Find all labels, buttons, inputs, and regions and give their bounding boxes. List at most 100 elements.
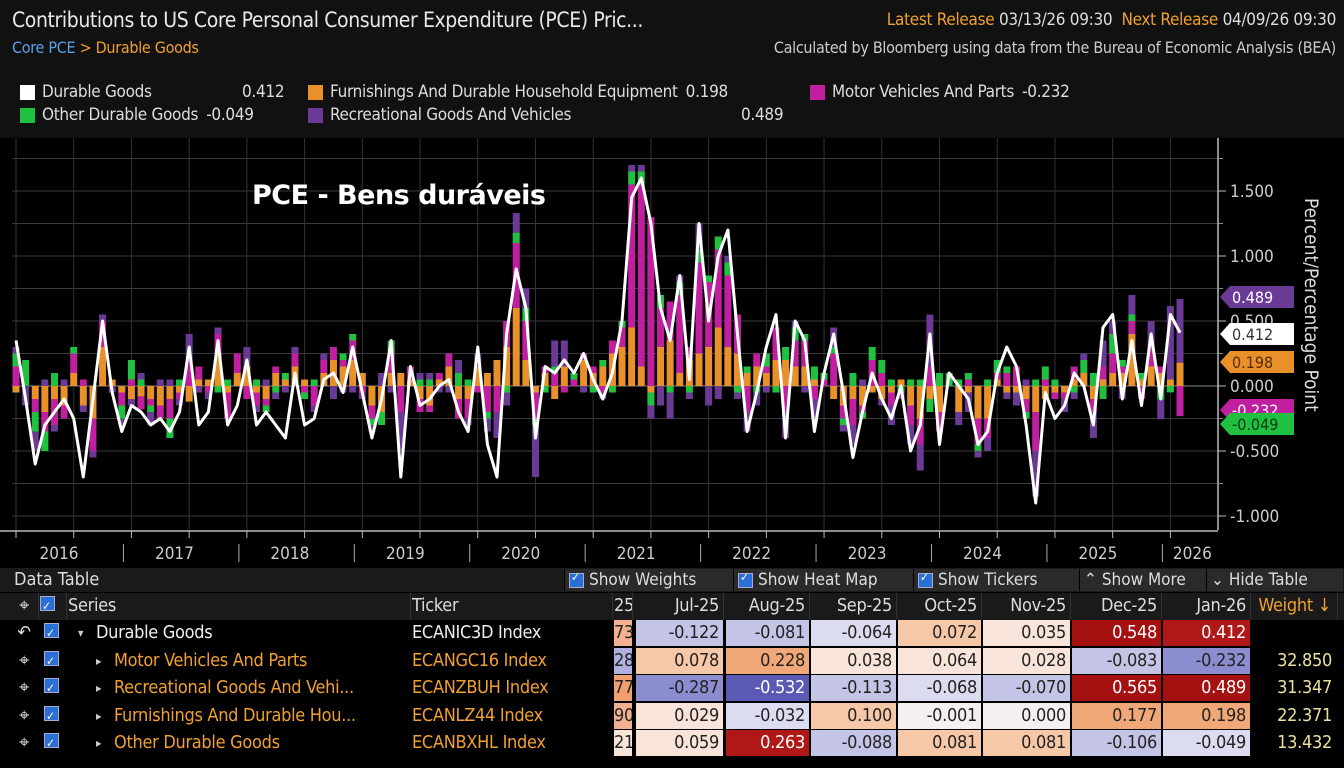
bar-segment	[1166, 306, 1174, 380]
show-tickers-toggle[interactable]: Show Tickers	[913, 569, 1082, 591]
show-heat-map-toggle[interactable]: Show Heat Map	[733, 569, 918, 591]
ticker[interactable]: ECANIC3D Index	[412, 622, 542, 643]
bar-segment	[329, 386, 337, 399]
bar-segment	[416, 373, 424, 380]
row-checkbox[interactable]	[44, 648, 64, 674]
bar-segment	[1176, 362, 1184, 386]
collapse-caret-icon[interactable]: ▾	[78, 626, 84, 640]
next-release-link[interactable]: Next Release	[1121, 10, 1219, 30]
column-header-month[interactable]: Sep-25	[811, 593, 897, 619]
select-all-checkbox[interactable]	[40, 593, 67, 619]
series-name[interactable]: Furnishings And Durable Hou...	[114, 704, 356, 726]
undo-icon[interactable]: ↶	[17, 622, 31, 643]
bar-segment	[1080, 353, 1088, 360]
bar-segment	[1041, 379, 1049, 386]
stacked-bar-chart[interactable]: 1.5001.0000.5000.000-0.500-1.000Percent/…	[0, 138, 1344, 568]
ticker[interactable]: ECANZBUH Index	[412, 677, 549, 698]
bar-segment	[733, 386, 741, 393]
bar-segment	[926, 366, 934, 386]
ticker[interactable]: ECANGC16 Index	[412, 649, 547, 671]
bar-segment	[830, 347, 838, 354]
bar-segment	[166, 399, 174, 419]
bar-segment	[666, 386, 674, 393]
column-header-ticker[interactable]: Ticker	[412, 593, 613, 619]
bar-segment	[435, 379, 443, 386]
chart-area[interactable]: 1.500 1.000 0.500 0.000 -0.500 -1.000 Percent/…	[0, 138, 1344, 568]
bar-segment	[849, 399, 857, 425]
expand-caret-icon[interactable]: ▸	[96, 681, 102, 695]
latest-release-link[interactable]: Latest Release	[886, 10, 995, 30]
table-row[interactable]: ⌖ ▸ Recreational Goods And Vehi... ECANZBUH…	[0, 675, 1344, 702]
data-table: Data Table Show Weights Show Heat Map Sh…	[0, 568, 1344, 768]
show-weights-toggle[interactable]: Show Weights	[564, 569, 733, 591]
bar-segment	[147, 405, 155, 412]
checkbox-icon[interactable]	[918, 570, 933, 588]
series-name[interactable]: Durable Goods	[96, 622, 213, 643]
expand-caret-icon[interactable]: ▸	[96, 708, 102, 723]
table-row[interactable]: ⌖ ▸ Motor Vehicles And Parts ECANGC16 Index…	[0, 647, 1344, 675]
expand-caret-icon[interactable]: ▸	[96, 653, 102, 668]
x-tick-label: 2024	[963, 544, 1002, 564]
bar-segment	[762, 386, 770, 393]
bar-segment	[127, 399, 135, 406]
table-row[interactable]: ⌖ ▸ Furnishings And Durable Hou... ECANLZ44…	[0, 702, 1344, 730]
bar-segment	[522, 360, 530, 386]
column-header-month[interactable]: Dec-25	[1072, 593, 1162, 619]
row-checkbox[interactable]	[44, 703, 64, 729]
ticker[interactable]: ECANLZ44 Index	[412, 704, 543, 726]
column-header-month[interactable]: Aug-25	[726, 593, 810, 619]
table-toolbar: Data Table Show Weights Show Heat Map Sh…	[0, 568, 1344, 592]
legend-swatch	[20, 84, 35, 100]
breadcrumb-root[interactable]: Core PCE	[12, 38, 76, 57]
series-name[interactable]: Recreational Goods And Vehi...	[114, 677, 354, 698]
bar-segment	[368, 386, 376, 406]
bar-segment	[772, 386, 780, 393]
bar-segment	[41, 379, 49, 386]
column-header-series[interactable]: Series	[68, 593, 411, 619]
column-header-month[interactable]: Nov-25	[983, 593, 1071, 619]
crosshair-icon[interactable]: ⌖	[19, 677, 29, 698]
crosshair-icon[interactable]: ⌖	[19, 649, 29, 671]
y-tick-label: -0.500	[1230, 442, 1279, 462]
column-header-weight[interactable]: Weight ↓	[1254, 593, 1338, 619]
legend-item-recreational[interactable]: Recreational Goods And Vehicles 0.489	[308, 105, 784, 125]
column-header-month[interactable]: Jan-26	[1163, 593, 1251, 619]
show-more-label: Show More	[1101, 570, 1186, 590]
checkbox-icon[interactable]	[738, 570, 753, 588]
column-header-month[interactable]: Oct-25	[898, 593, 982, 619]
ticker[interactable]: ECANBXHL Index	[412, 732, 546, 753]
bar-segment	[416, 386, 424, 399]
legend-item-durable-goods[interactable]: Durable Goods 0.412	[20, 82, 285, 102]
legend-value: 0.412	[242, 82, 285, 102]
show-more-button[interactable]: ⌃ Show More	[1079, 569, 1208, 591]
legend-label: Durable Goods	[42, 82, 152, 102]
bar-segment	[926, 399, 934, 412]
column-header-month[interactable]: Jul-25	[636, 593, 724, 619]
bar-segment	[272, 392, 280, 399]
bar-segment	[685, 347, 693, 360]
series-name[interactable]: Motor Vehicles And Parts	[114, 649, 308, 671]
crosshair-icon[interactable]: ⌖	[19, 704, 29, 726]
row-checkbox[interactable]	[44, 730, 64, 756]
legend-item-motor-vehicles[interactable]: Motor Vehicles And Parts -0.232	[810, 82, 1070, 102]
bar-segment	[753, 353, 761, 367]
expand-caret-icon[interactable]: ▸	[96, 736, 102, 750]
hide-table-button[interactable]: ⌄ Hide Table	[1206, 569, 1343, 591]
legend-item-other-durable[interactable]: Other Durable Goods -0.049	[20, 105, 254, 125]
checkbox-icon[interactable]	[569, 570, 584, 588]
column-header-partial[interactable]: 25	[614, 593, 633, 619]
series-name[interactable]: Other Durable Goods	[114, 732, 280, 753]
row-checkbox[interactable]	[44, 675, 64, 701]
bar-segment	[695, 249, 703, 263]
bar-segment	[12, 347, 20, 354]
bar-segment	[657, 308, 665, 347]
crosshair-icon[interactable]: ⌖	[10, 593, 39, 619]
bar-segment	[455, 386, 463, 399]
row-checkbox[interactable]	[44, 620, 64, 646]
crosshair-icon[interactable]: ⌖	[19, 732, 29, 753]
bar-segment	[830, 386, 838, 399]
legend-item-furnishings[interactable]: Furnishings And Durable Household Equipm…	[308, 82, 728, 102]
y-tick-label: 1.500	[1230, 182, 1274, 202]
